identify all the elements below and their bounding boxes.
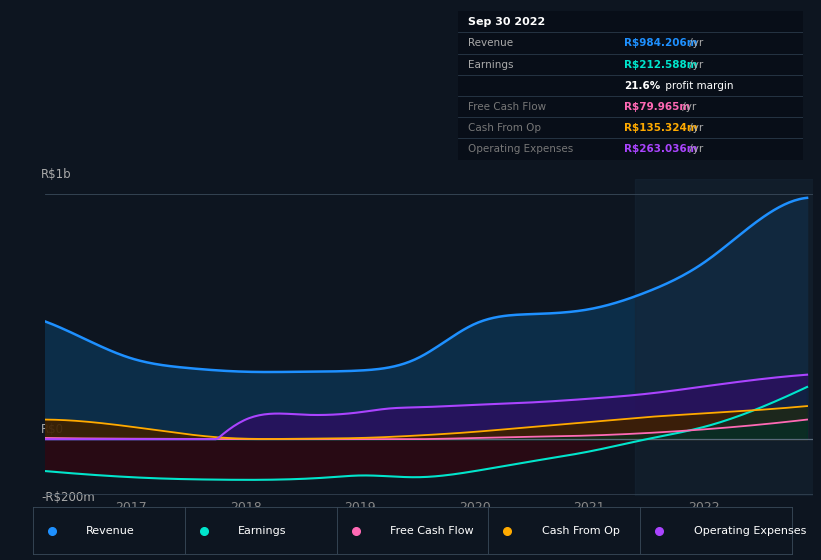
Text: Cash From Op: Cash From Op bbox=[542, 526, 620, 535]
Text: /yr: /yr bbox=[686, 144, 703, 155]
Text: Operating Expenses: Operating Expenses bbox=[694, 526, 806, 535]
Text: -R$200m: -R$200m bbox=[41, 492, 95, 505]
Text: Revenue: Revenue bbox=[469, 39, 514, 48]
Text: R$984.206m: R$984.206m bbox=[624, 39, 697, 48]
Text: /yr: /yr bbox=[686, 59, 703, 69]
Text: R$0: R$0 bbox=[41, 423, 64, 436]
Text: R$79.965m: R$79.965m bbox=[624, 102, 690, 112]
Text: Free Cash Flow: Free Cash Flow bbox=[390, 526, 474, 535]
Text: /yr: /yr bbox=[686, 39, 703, 48]
Text: R$1b: R$1b bbox=[41, 168, 72, 181]
Bar bbox=[635, 179, 821, 496]
Text: Sep 30 2022: Sep 30 2022 bbox=[469, 17, 546, 27]
Text: 21.6%: 21.6% bbox=[624, 81, 660, 91]
Text: /yr: /yr bbox=[686, 123, 703, 133]
Text: Revenue: Revenue bbox=[86, 526, 135, 535]
Text: Cash From Op: Cash From Op bbox=[469, 123, 542, 133]
Text: /yr: /yr bbox=[680, 102, 697, 112]
Text: R$263.036m: R$263.036m bbox=[624, 144, 697, 155]
Text: R$135.324m: R$135.324m bbox=[624, 123, 697, 133]
Text: R$212.588m: R$212.588m bbox=[624, 59, 697, 69]
Text: profit margin: profit margin bbox=[662, 81, 733, 91]
Text: Earnings: Earnings bbox=[469, 59, 514, 69]
Text: Free Cash Flow: Free Cash Flow bbox=[469, 102, 547, 112]
Text: Operating Expenses: Operating Expenses bbox=[469, 144, 574, 155]
Text: Earnings: Earnings bbox=[238, 526, 287, 535]
